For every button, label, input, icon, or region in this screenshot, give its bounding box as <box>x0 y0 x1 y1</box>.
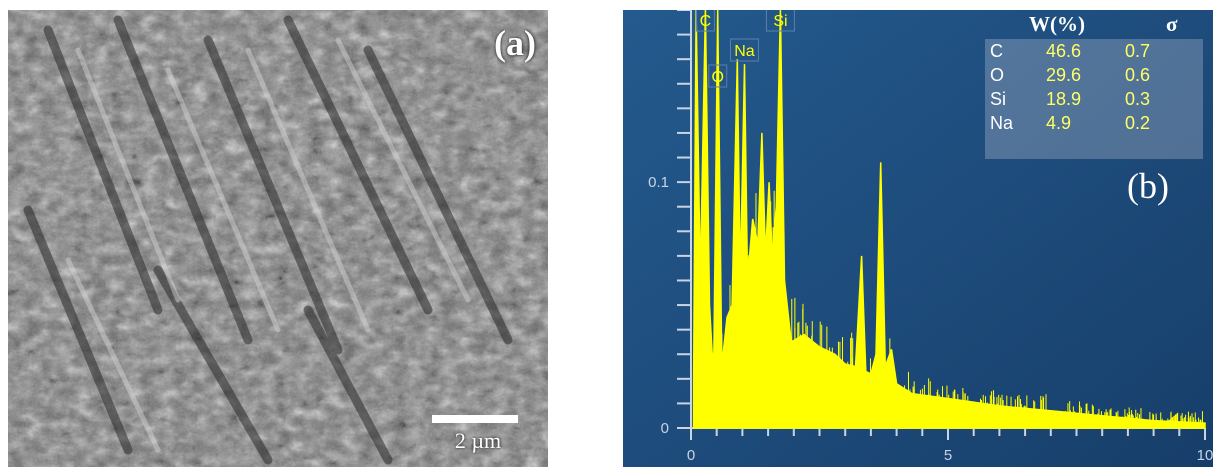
table-header-sigma: σ <box>1166 12 1178 36</box>
table-row: C 46.6 0.7 <box>985 41 1203 65</box>
table-row: Na 4.9 0.2 <box>985 113 1203 137</box>
peak-label-box <box>729 38 759 62</box>
composition-table: C 46.6 0.7 O 29.6 0.6 Si 18.9 0.3 Na 4.9… <box>985 39 1203 159</box>
panel-a-label: (a) <box>494 23 536 63</box>
peak-label: O <box>712 69 724 86</box>
weight-cell: 29.6 <box>1046 65 1082 85</box>
x-tick-label: 10 <box>1197 447 1213 464</box>
peak-label-box <box>708 64 728 88</box>
y-tick-label: 0.1 <box>648 174 669 191</box>
sem-micrograph-panel: (a) 2 µm <box>8 10 548 467</box>
table-header-weight: W(%) <box>1029 12 1085 36</box>
element-cell: O <box>990 65 1005 85</box>
sigma-cell: 0.7 <box>1125 41 1151 61</box>
weight-cell: 46.6 <box>1046 41 1082 61</box>
y-tick-label: 0 <box>661 420 669 437</box>
sigma-cell: 0.3 <box>1125 89 1151 109</box>
peak-label: Si <box>773 13 787 30</box>
weight-cell: 18.9 <box>1046 89 1082 109</box>
panel-b-label: (b) <box>1127 166 1169 206</box>
peak-label-box <box>695 10 715 32</box>
x-tick-label: 0 <box>687 447 695 464</box>
table-row: O 29.6 0.6 <box>985 65 1203 89</box>
peak-label-box <box>765 10 795 32</box>
scale-bar-label: 2 µm <box>454 428 502 453</box>
element-cell: Si <box>990 89 1007 109</box>
peak-label: C <box>700 13 712 30</box>
scale-bar <box>432 415 518 423</box>
sigma-cell: 0.2 <box>1125 113 1151 133</box>
sem-micrograph-image <box>8 10 548 467</box>
peak-label: Na <box>734 43 755 60</box>
eds-spectrum-panel: 0 0.1 0 5 10 C O Na Si W(%) σ C 46.6 0.7 O 29.6… <box>623 10 1213 467</box>
x-tick-label: 5 <box>944 447 952 464</box>
weight-cell: 4.9 <box>1046 113 1072 133</box>
sigma-cell: 0.6 <box>1125 65 1151 85</box>
element-cell: C <box>990 41 1003 61</box>
table-row: Si 18.9 0.3 <box>985 89 1203 113</box>
element-cell: Na <box>990 113 1014 133</box>
